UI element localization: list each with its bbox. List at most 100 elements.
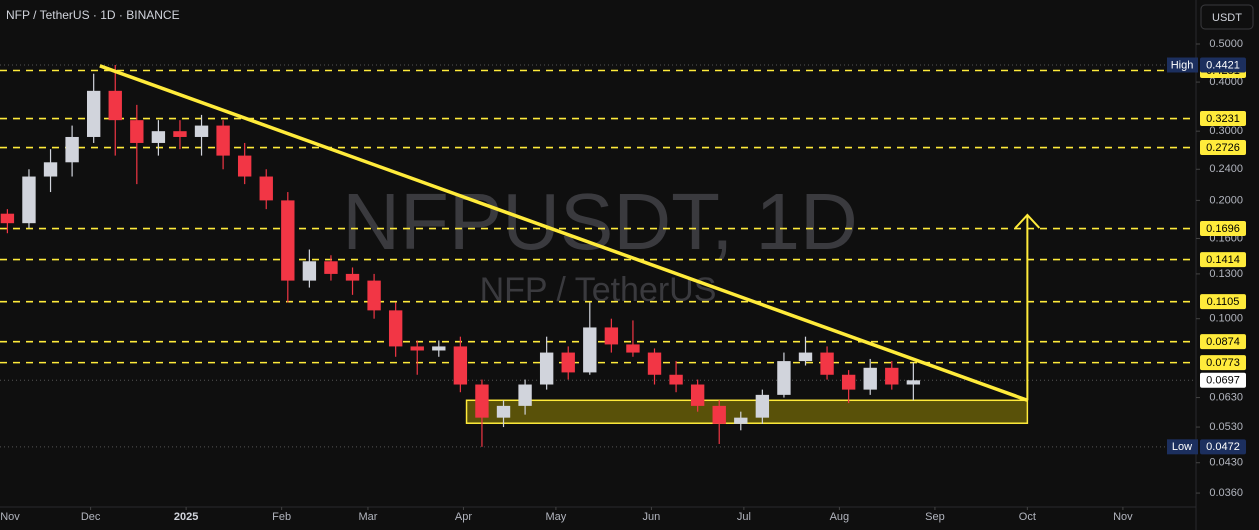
x-tick-label: Oct (1019, 511, 1036, 523)
y-tick-label: 0.1300 (1209, 268, 1243, 280)
level-label: 0.1414 (1206, 254, 1240, 266)
y-tick-label: 0.0430 (1209, 457, 1243, 469)
level-box (1200, 252, 1246, 268)
x-tick-label: Aug (830, 511, 850, 523)
x-tick-label: Nov (0, 511, 20, 523)
candle-body (367, 280, 381, 311)
candle-body (518, 384, 532, 406)
marker-tag (1167, 439, 1198, 455)
candle-body (777, 361, 791, 395)
watermark-name: NFP / TetherUS (480, 271, 717, 309)
level-box (1200, 355, 1246, 371)
candle-body (302, 261, 317, 281)
candle-body (345, 273, 360, 281)
marker-value-box (1200, 439, 1246, 455)
y-tick-label: 0.5000 (1209, 38, 1243, 50)
x-tick-label: Jul (737, 511, 751, 523)
candle-body (669, 374, 683, 385)
arrow-head (1014, 213, 1041, 229)
level-label: 0.3231 (1206, 113, 1240, 125)
currency-button[interactable] (1200, 4, 1254, 30)
candle-body (432, 346, 446, 351)
candle-body (453, 346, 468, 385)
candle-body (561, 352, 575, 373)
candle-body (626, 344, 640, 353)
x-tick-label: Nov (1113, 511, 1133, 523)
candle-body (86, 90, 101, 137)
candle-body (863, 367, 877, 390)
candle-body (216, 125, 230, 156)
candle-body (259, 176, 273, 201)
candle-body (583, 327, 597, 373)
candle-body (410, 346, 424, 351)
candle-body (496, 405, 511, 418)
y-tick-label: 0.0630 (1209, 391, 1243, 403)
level-label: 0.0874 (1206, 336, 1240, 348)
level-box (1200, 111, 1246, 127)
level-label: 0.0773 (1206, 357, 1240, 369)
candle-body (173, 131, 187, 137)
candle-body (151, 131, 166, 143)
level-box (1200, 221, 1246, 237)
candle-body (130, 120, 144, 143)
trendline (99, 64, 1028, 402)
y-tick-label: 0.1000 (1209, 313, 1243, 325)
candle-body (798, 352, 813, 362)
candle-body (755, 394, 770, 418)
marker-value-label: 0.0472 (1206, 441, 1240, 453)
candle-body (324, 261, 338, 274)
marker-value-label: 0.4421 (1206, 59, 1240, 71)
candle-body (22, 176, 36, 224)
last-price-box (1200, 372, 1246, 388)
x-tick-label: Sep (925, 511, 945, 523)
candle-body (475, 384, 489, 418)
watermark-symbol: NFPUSDT, 1D (342, 177, 858, 266)
candle-body (194, 125, 209, 137)
marker-name: High (1171, 59, 1194, 71)
level-box (1200, 140, 1246, 156)
level-label: 0.2726 (1206, 142, 1240, 154)
marker-name: Low (1172, 441, 1192, 453)
candle-body (820, 352, 834, 375)
y-tick-label: 0.4000 (1209, 76, 1243, 88)
candle-body (690, 384, 705, 406)
candle-body (281, 200, 295, 281)
level-box (1200, 294, 1246, 310)
x-tick-label: Feb (272, 511, 291, 523)
candle-body (108, 90, 122, 121)
y-tick-label: 0.3000 (1209, 125, 1243, 137)
x-tick-label: Dec (81, 511, 101, 523)
candle-body (734, 417, 748, 424)
x-tick-label: Apr (455, 511, 472, 523)
plot (0, 64, 1195, 448)
y-tick-label: 0.0360 (1209, 487, 1243, 499)
x-tick-label: 2025 (174, 511, 198, 523)
chart-header: NFP / TetherUS · 1D · BINANCE (6, 8, 180, 22)
currency-label: USDT (1212, 12, 1242, 24)
marker-value-box (1200, 57, 1246, 73)
candle-body (841, 374, 856, 390)
x-tick-label: May (546, 511, 567, 523)
candle-body (604, 327, 619, 345)
candle-body (647, 352, 662, 375)
last-price-label: 0.0697 (1206, 375, 1240, 387)
y-tick-label: 0.0530 (1209, 421, 1243, 433)
candle-body (539, 352, 554, 385)
x-tick-label: Mar (358, 511, 377, 523)
candle-body (237, 155, 252, 177)
y-tick-label: 0.2400 (1209, 163, 1243, 175)
level-label: 0.1696 (1206, 223, 1240, 235)
candle-body (65, 136, 79, 163)
candle-body (885, 367, 899, 385)
x-tick-label: Jun (643, 511, 661, 523)
y-tick-label: 0.2000 (1209, 194, 1243, 206)
candle-body (0, 213, 15, 224)
level-label: 0.1105 (1207, 296, 1240, 308)
candle-body (712, 405, 726, 424)
candle-body (43, 162, 58, 177)
level-box (1200, 334, 1246, 350)
marker-tag (1167, 57, 1198, 73)
candle-body (388, 310, 403, 347)
candle-body (906, 380, 921, 385)
